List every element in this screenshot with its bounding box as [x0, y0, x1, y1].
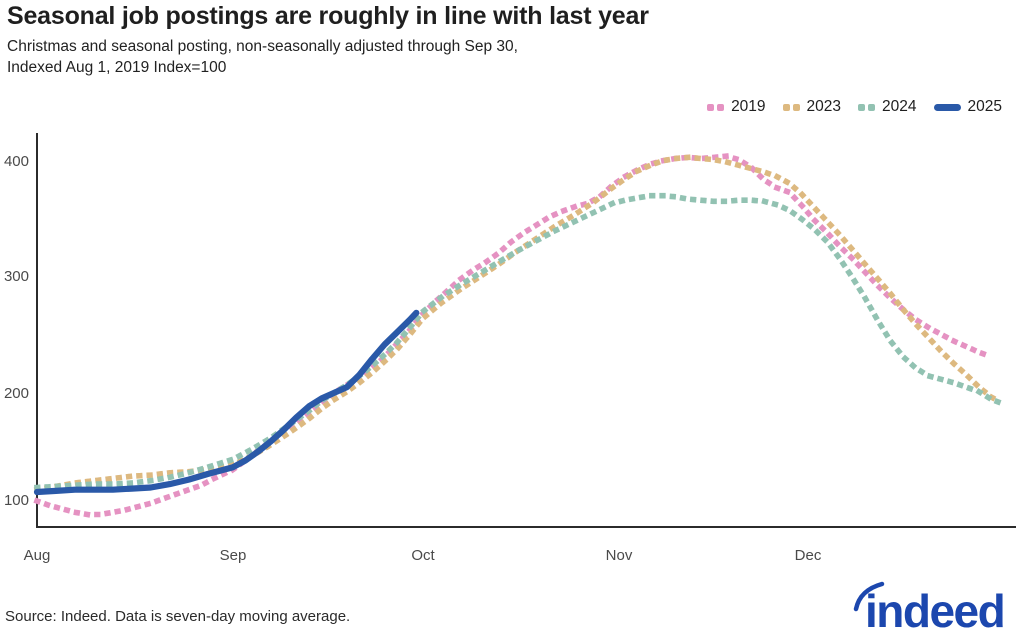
series-line-2023 [33, 154, 1002, 493]
page-title: Seasonal job postings are roughly in lin… [7, 2, 649, 30]
indeed-swoosh-icon [853, 581, 885, 612]
x-tick-dec: Dec [794, 547, 822, 564]
x-tick-oct: Oct [411, 547, 435, 564]
y-tick-300: 300 [3, 268, 29, 285]
series-line-2025 [33, 309, 420, 496]
legend-item-2025: 2025 [933, 98, 1002, 116]
legend-marker-2024-icon [858, 103, 876, 111]
legend-item-2019: 2019 [707, 98, 766, 116]
chart-legend: 2019 2023 2024 2025 [707, 98, 1002, 116]
legend-label-2023: 2023 [806, 98, 842, 115]
source-note: Source: Indeed. Data is seven-day moving… [5, 608, 351, 625]
y-tick-100: 100 [3, 492, 29, 509]
indeed-logo: indeed [852, 578, 1024, 637]
legend-label-2025: 2025 [967, 98, 1002, 115]
indeed-logo-text: indeed [865, 585, 1006, 637]
y-tick-400: 400 [3, 153, 29, 170]
x-tick-aug: Aug [23, 547, 51, 564]
x-tick-sep: Sep [219, 547, 247, 564]
x-tick-nov: Nov [605, 547, 633, 564]
legend-marker-2023-icon [782, 103, 800, 111]
legend-item-2023: 2023 [782, 98, 842, 116]
subtitle-line-1: Christmas and seasonal posting, non-seas… [7, 38, 518, 55]
legend-label-2019: 2019 [731, 98, 766, 115]
y-tick-200: 200 [3, 385, 29, 402]
legend-label-2024: 2024 [882, 98, 917, 115]
series-line-2019 [33, 153, 996, 518]
legend-marker-2019-icon [707, 103, 725, 111]
subtitle-line-2: Indexed Aug 1, 2019 Index=100 [7, 59, 227, 76]
chart-subtitle: Christmas and seasonal posting, non-seas… [7, 36, 707, 78]
legend-marker-2025-icon [933, 103, 961, 111]
legend-item-2024: 2024 [858, 98, 917, 116]
series-line-2024 [34, 192, 1002, 491]
